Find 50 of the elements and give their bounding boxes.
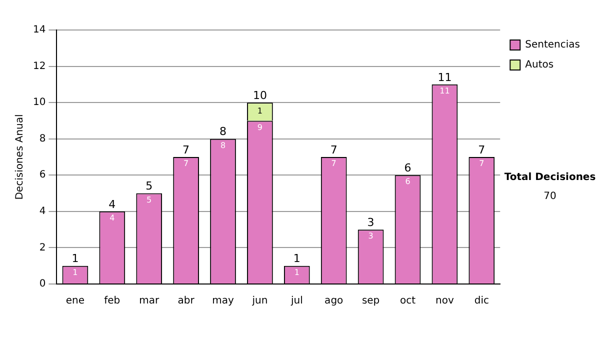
- total-label: 1: [293, 252, 300, 266]
- y-tick-label: 2: [39, 242, 46, 254]
- legend-label: Sentencias: [525, 40, 580, 51]
- x-tick-label: jul: [290, 296, 303, 307]
- data-label: 4: [110, 214, 115, 223]
- total-label: 5: [146, 180, 153, 193]
- total-label: 10: [252, 88, 267, 102]
- text: Total Decisiones: [503, 172, 597, 183]
- y-axis-title: Decisiones Anual: [14, 114, 26, 200]
- x-tick-label: oct: [400, 296, 416, 307]
- total-label: 7: [330, 143, 338, 156]
- x-tick-label: ene: [66, 296, 85, 307]
- x-tick-label: sep: [362, 296, 380, 307]
- data-label: 7: [479, 159, 484, 168]
- data-label: 1: [294, 268, 300, 277]
- total-label: 1: [72, 252, 79, 266]
- total-label: 11: [438, 70, 452, 84]
- legend-label: Autos: [525, 60, 554, 71]
- data-label: 1: [72, 268, 78, 277]
- x-tick-label: mar: [139, 296, 160, 307]
- data-label: 9: [257, 122, 262, 132]
- data-label: 1: [257, 106, 262, 116]
- total-label: 4: [108, 198, 116, 211]
- x-tick-label: dic: [474, 296, 489, 307]
- data-label: 7: [331, 159, 336, 168]
- y-tick-label: 14: [32, 24, 46, 36]
- data-label: 11: [440, 86, 450, 96]
- x-tick-label: jun: [251, 296, 268, 307]
- data-label: 3: [368, 232, 374, 241]
- x-tick-label: ago: [324, 296, 344, 307]
- y-tick-label: 4: [39, 206, 46, 218]
- x-tick-label: feb: [104, 296, 120, 307]
- y-tick-label: 8: [39, 133, 46, 144]
- y-tick-label: 6: [39, 170, 46, 181]
- y-tick-label: 12: [32, 60, 46, 72]
- data-label: 7: [184, 159, 189, 168]
- y-tick-label: 0: [39, 278, 46, 290]
- total-label: 7: [182, 143, 190, 156]
- total-label: 3: [367, 216, 374, 229]
- total-label: 7: [478, 143, 486, 156]
- text: 70: [542, 191, 558, 202]
- x-tick-label: nov: [436, 296, 454, 307]
- x-tick-label: abr: [178, 296, 196, 307]
- x-tick-label: may: [212, 296, 234, 307]
- total-label: 6: [404, 162, 412, 174]
- total-label: 8: [220, 125, 227, 138]
- data-label: 5: [146, 195, 152, 204]
- y-tick-label: 10: [32, 97, 46, 108]
- data-label: 8: [220, 140, 226, 150]
- data-label: 6: [405, 177, 410, 186]
